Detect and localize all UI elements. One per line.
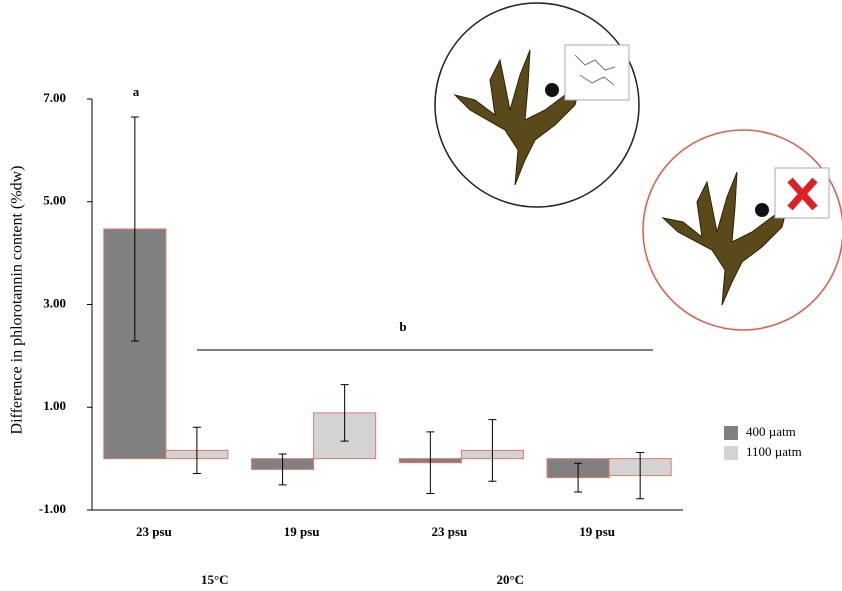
y-tick-label: 3.00 bbox=[43, 295, 66, 310]
error-bar bbox=[426, 431, 435, 495]
x-tick-label: 23 psu bbox=[136, 524, 172, 539]
legend-label: 400 µatm bbox=[746, 424, 796, 439]
y-tick-label: 5.00 bbox=[43, 193, 66, 208]
annotation: b bbox=[399, 319, 406, 334]
y-tick-label: 1.00 bbox=[43, 398, 66, 413]
error-bar bbox=[574, 462, 583, 493]
legend-label: 1100 µatm bbox=[746, 444, 802, 459]
x-tick-label: 23 psu bbox=[431, 524, 467, 539]
error-bar bbox=[488, 419, 497, 482]
error-bar bbox=[278, 453, 287, 486]
legend-swatch bbox=[724, 446, 738, 460]
y-axis-label: Difference in phlorotannin content (%dw) bbox=[9, 166, 26, 435]
y-tick-label: -1.00 bbox=[39, 501, 66, 516]
group-label: 15°C bbox=[201, 572, 229, 587]
error-bar bbox=[130, 116, 139, 342]
error-bar bbox=[192, 426, 201, 475]
x-tick-label: 19 psu bbox=[579, 524, 615, 539]
error-bar bbox=[340, 384, 349, 442]
illustration-treatment bbox=[642, 129, 842, 331]
illustration-control bbox=[434, 2, 640, 208]
annotation: a bbox=[133, 84, 140, 99]
y-tick-label: 7.00 bbox=[43, 90, 66, 105]
legend-swatch bbox=[724, 426, 738, 440]
x-tick-label: 19 psu bbox=[284, 524, 320, 539]
group-label: 20°C bbox=[496, 572, 524, 587]
error-bar bbox=[636, 451, 645, 500]
